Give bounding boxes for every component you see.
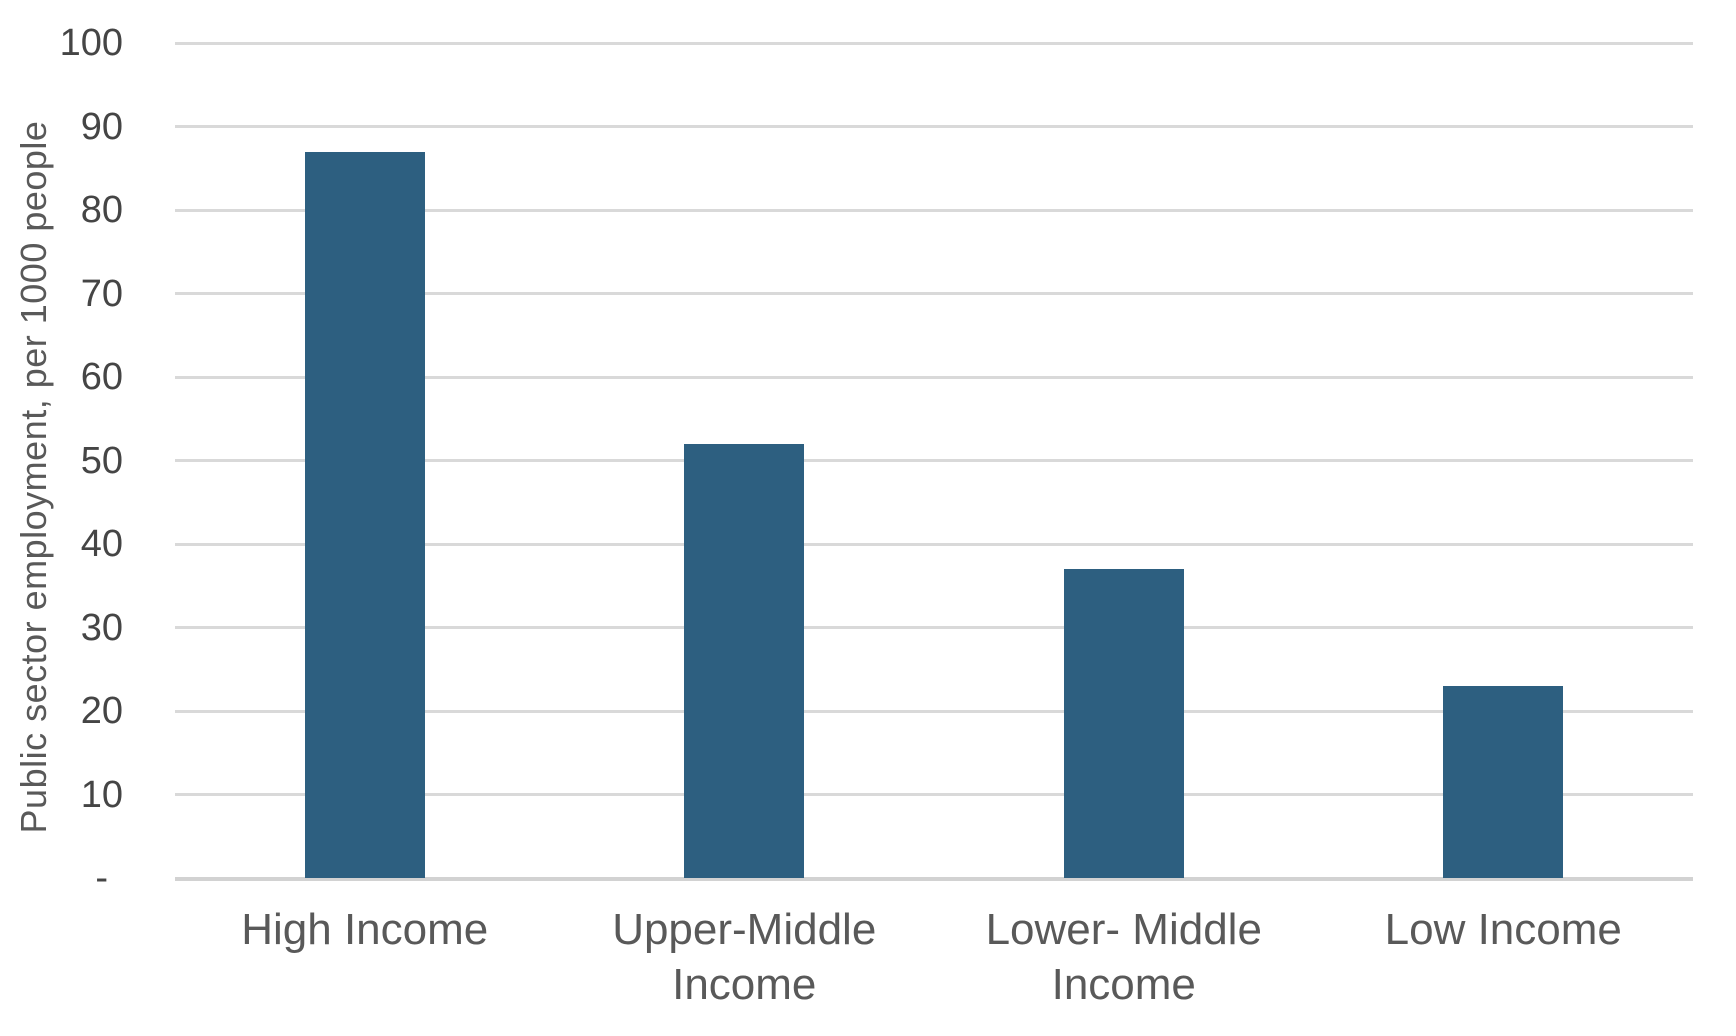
gridline (175, 208, 1693, 212)
y-tick-label: 80 (80, 189, 123, 231)
y-tick-label: 90 (80, 105, 123, 148)
bar (1443, 685, 1564, 878)
y-tick-label: 40 (80, 523, 123, 565)
x-category-label: High Income (241, 905, 489, 954)
x-category-label: Upper-Middle Income (612, 905, 877, 1009)
gridline (175, 125, 1693, 128)
gridline (175, 41, 1693, 45)
y-tick-label: 70 (80, 272, 123, 315)
bar (684, 443, 805, 878)
gridline (175, 709, 1693, 713)
y-tick-label: 50 (80, 439, 123, 482)
bar (304, 151, 425, 878)
y-tick-label: 30 (80, 606, 123, 649)
gridline (175, 626, 1693, 629)
gridline (175, 375, 1693, 379)
y-tick-label: 60 (80, 356, 123, 398)
y-tick-label: - (95, 857, 108, 899)
bar (1063, 569, 1184, 878)
y-tick-label: 20 (80, 690, 123, 732)
x-axis-line (175, 877, 1693, 881)
gridline (175, 459, 1693, 462)
y-tick-label: 100 (59, 22, 123, 64)
gridline (175, 292, 1693, 295)
x-category-label: Low Income (1384, 905, 1622, 954)
y-tick-label: 10 (80, 773, 123, 816)
gridline (175, 542, 1693, 546)
gridline (175, 793, 1693, 796)
x-category-label: Lower- Middle Income (985, 905, 1262, 1009)
